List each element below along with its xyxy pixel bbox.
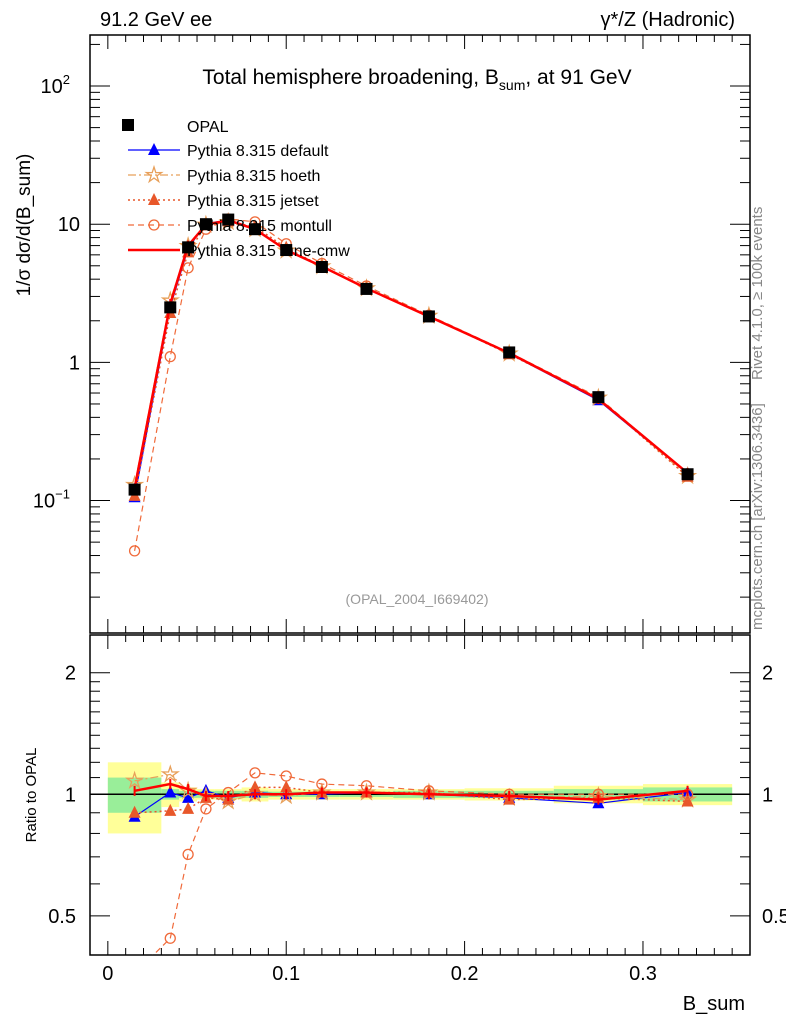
main-frame: [89, 34, 751, 634]
legend-label-1: Pythia 8.315 hoeth: [187, 168, 320, 185]
series-line-0: [134, 220, 688, 498]
ratio-y-tick-label-right: 0.5: [762, 906, 786, 928]
ratio-y-tick-label-right: 2: [762, 663, 773, 685]
ratio-2-triangle-marker: [249, 780, 261, 793]
data-point-opal: [222, 213, 235, 226]
series-line-1: [134, 221, 688, 486]
title-end: , at 91 GeV: [525, 66, 631, 89]
chart-title: Total hemisphere broadening, Bsum, at 91…: [202, 66, 631, 93]
y-axis-label: 1/σ dσ/d(B_sum): [14, 154, 35, 297]
data-point-opal: [592, 391, 605, 404]
title-part: Total hemisphere broadening, B: [202, 66, 499, 89]
ratio-3-circle-marker: [280, 770, 292, 782]
data-point-opal: [280, 244, 293, 257]
ratio-2-triangle-marker: [681, 794, 694, 807]
legend-triangle-marker: [148, 193, 160, 205]
data-point-opal: [681, 468, 694, 481]
ratio-2-triangle-marker: [280, 780, 293, 793]
ratio-3-circle-marker: [130, 968, 140, 978]
legend-label-0: Pythia 8.315 default: [187, 143, 329, 160]
y-tick-label: 10: [58, 214, 80, 236]
ratio-0-triangle-marker: [182, 790, 195, 803]
legend-label-4: Pythia 8.315 tune-cmw: [187, 243, 350, 260]
data-point-opal: [182, 241, 195, 254]
data-point-opal: [422, 310, 435, 323]
ratio-frame: [89, 634, 751, 956]
mcplots-label: mcplots.cern.ch [arXiv:1306.3436]: [749, 403, 766, 630]
title-sub: sum: [499, 77, 525, 93]
ratio-y-tick-label: 1: [65, 784, 76, 806]
ratio-2-triangle-marker: [164, 803, 177, 816]
analysis-label: (OPAL_2004_I669402): [346, 591, 489, 607]
legend-triangle-marker: [148, 143, 160, 155]
x-tick-label: 0.2: [451, 963, 479, 985]
series-line-3: [134, 218, 688, 552]
y-tick-label: 1: [69, 352, 80, 374]
y-tick-label: 10−1: [33, 487, 70, 513]
ratio-3-circle-marker: [164, 932, 176, 944]
legend-circle-marker: [148, 219, 160, 231]
ratio-series-4: [133, 779, 689, 805]
data-point-opal: [128, 483, 141, 496]
series-3-circle-marker: [128, 545, 141, 557]
series-3-circle-marker: [182, 262, 194, 274]
ratio-y-tick-label: 0.5: [48, 906, 76, 928]
legend-star-marker: [144, 164, 164, 184]
x-tick-label: 0.3: [629, 963, 657, 985]
ratio-3-circle-marker: [182, 848, 194, 861]
ratio-2-triangle-marker: [128, 805, 141, 818]
data-point-opal: [199, 218, 212, 231]
series-3-circle-marker: [164, 350, 176, 363]
legend-opal-marker: [122, 119, 134, 131]
data-point-opal: [360, 282, 373, 295]
series-line-2: [133, 220, 689, 497]
y-tick-label: 102: [41, 72, 70, 98]
ratio-3-circle-marker: [200, 803, 212, 815]
x-axis-label: B_sum: [683, 993, 745, 1015]
legend-label-2: Pythia 8.315 jetset: [187, 193, 319, 210]
data-point-opal: [164, 301, 177, 314]
legend-label-3: Pythia 8.315 montull: [187, 218, 332, 235]
legend-label-opal: OPAL: [187, 119, 229, 136]
data-point-opal: [315, 260, 328, 273]
ratio-2-triangle-marker: [182, 801, 195, 814]
rivet-label: Rivet 4.1.0, ≥ 100k events: [749, 207, 766, 380]
header-left: 91.2 GeV ee: [100, 9, 212, 31]
ratio-3-circle-marker: [249, 767, 261, 779]
ratio-y-tick-label: 2: [65, 663, 76, 685]
series-line-4: [133, 218, 689, 489]
ratio-y-axis-label: Ratio to OPAL: [23, 748, 40, 843]
data-point-opal: [249, 223, 261, 236]
x-tick-label: 0: [102, 963, 113, 985]
x-tick-label: 0.1: [272, 963, 300, 985]
data-point-opal: [503, 346, 516, 359]
ratio-1-star-marker: [160, 764, 180, 783]
ratio-y-tick-label-right: 1: [762, 784, 773, 806]
header-right: γ*/Z (Hadronic): [601, 9, 735, 31]
ratio-0-triangle-marker: [164, 785, 177, 798]
ratio-1-star-marker: [124, 770, 145, 790]
